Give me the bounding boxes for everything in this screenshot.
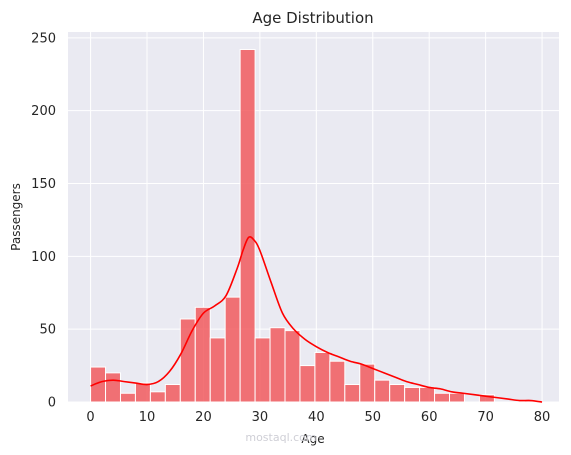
histogram-bar: [284, 330, 301, 403]
histogram-bar: [329, 360, 346, 403]
x-tick-label: 0: [86, 410, 94, 425]
y-tick-label: 50: [39, 323, 56, 338]
histogram-bar: [374, 379, 391, 403]
kde-curve: [90, 236, 543, 403]
histogram-bar: [239, 48, 256, 403]
histogram-bar: [449, 392, 465, 403]
y-tick-label: 0: [48, 396, 56, 411]
histogram-bars: [90, 48, 540, 403]
watermark: mostaql.com: [245, 431, 316, 444]
histogram-bar: [254, 337, 271, 403]
histogram-bar: [478, 394, 495, 403]
x-tick-label: 70: [477, 410, 494, 425]
histogram-bar: [224, 296, 241, 403]
histogram-bar: [359, 363, 376, 403]
x-tick-label: 10: [139, 410, 156, 425]
histogram-bar: [179, 318, 196, 403]
histogram-bar: [105, 372, 121, 403]
x-tick-labels: 0 10 20 30 40 50 60 70 80: [86, 410, 550, 425]
histogram-bar: [404, 386, 421, 403]
y-tick-labels: 0 50 100 150 200 250: [31, 31, 56, 410]
histogram-bar: [119, 392, 136, 403]
x-tick-label: 60: [421, 410, 438, 425]
histogram-bar: [434, 392, 451, 403]
histogram-bar: [419, 386, 436, 403]
y-axis-label: Passengers: [9, 183, 23, 251]
y-tick-label: 250: [31, 31, 56, 46]
x-tick-label: 80: [534, 410, 551, 425]
histogram-bar: [299, 365, 316, 403]
x-tick-label: 20: [195, 410, 212, 425]
histogram-bar: [209, 337, 226, 403]
histogram-bar: [164, 384, 181, 403]
x-tick-label: 30: [252, 410, 269, 425]
histogram-bar: [314, 351, 331, 403]
y-tick-label: 100: [31, 250, 56, 265]
histogram-bar: [389, 384, 406, 403]
histogram-bar: [134, 382, 151, 403]
histogram-bar: [269, 327, 286, 403]
x-tick-label: 40: [308, 410, 325, 425]
x-tick-label: 50: [364, 410, 381, 425]
y-tick-label: 200: [31, 104, 56, 119]
x-axis-label: Age: [301, 432, 324, 446]
y-tick-label: 150: [31, 177, 56, 192]
histogram-bar: [149, 391, 166, 403]
histogram-bar: [344, 384, 361, 403]
chart-title: Age Distribution: [252, 9, 373, 27]
plot-background: [68, 32, 559, 402]
